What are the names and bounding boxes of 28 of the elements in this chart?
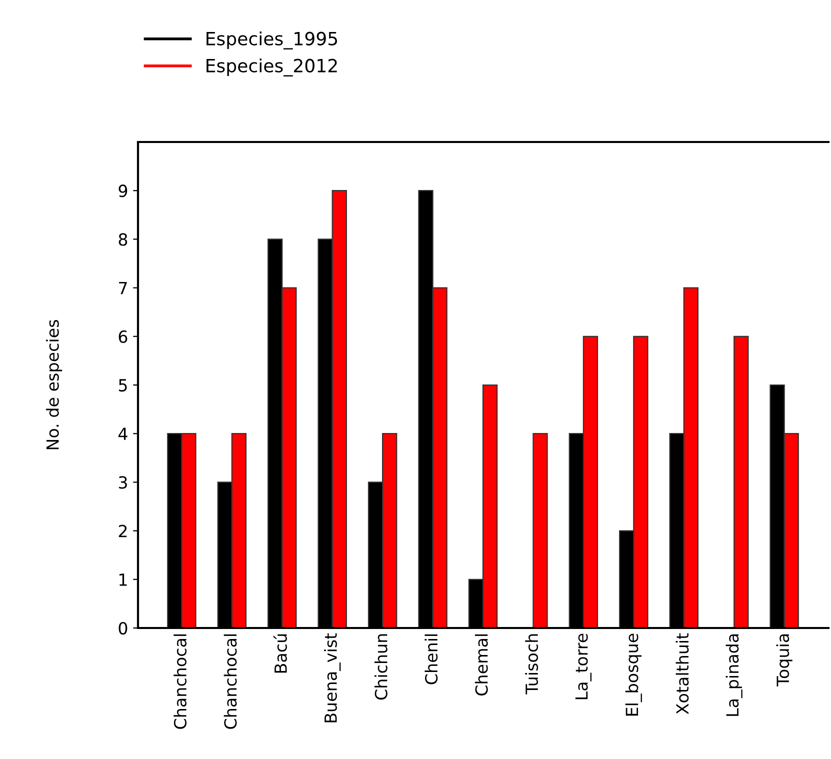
x-tick-label: Chichun (374, 634, 388, 700)
legend-label: Especies_1995 (206, 31, 338, 50)
y-tick-label: 2 (118, 524, 127, 538)
x-tick-label: El_bosque (625, 634, 642, 716)
x-tick-label: Chanchocal (224, 634, 237, 729)
y-tick-label: 7 (119, 282, 127, 294)
x-tick-label: Bacú (273, 634, 287, 673)
x-tick-label: Chanchocal (174, 634, 187, 729)
y-tick-label: 0 (118, 622, 128, 635)
y-tick-label: 9 (118, 184, 128, 198)
y-tick-label: 3 (118, 476, 127, 489)
y-tick-label: 4 (118, 428, 128, 440)
bar (532, 433, 548, 628)
x-tick-label: Chemal (474, 634, 488, 696)
x-tick-label: Tuisoch (525, 634, 538, 694)
y-tick-label: 6 (118, 330, 128, 343)
y-tick-label: 8 (118, 233, 128, 246)
legend-label: Especies_2012 (206, 58, 337, 76)
x-tick-label: Chenil (424, 634, 438, 684)
bar (734, 336, 749, 628)
x-tick-label: Xotalthuit (676, 633, 689, 714)
x-tick-label: La_pinada (726, 634, 742, 716)
y-tick-label: 1 (120, 574, 127, 586)
y-tick-label: 5 (118, 379, 127, 392)
x-tick-label: La_torre (575, 634, 592, 700)
y-axis-title: No. de especies (46, 320, 62, 450)
x-tick-label: Toquia (776, 634, 792, 686)
x-tick-label: Buena_vist (324, 633, 341, 722)
